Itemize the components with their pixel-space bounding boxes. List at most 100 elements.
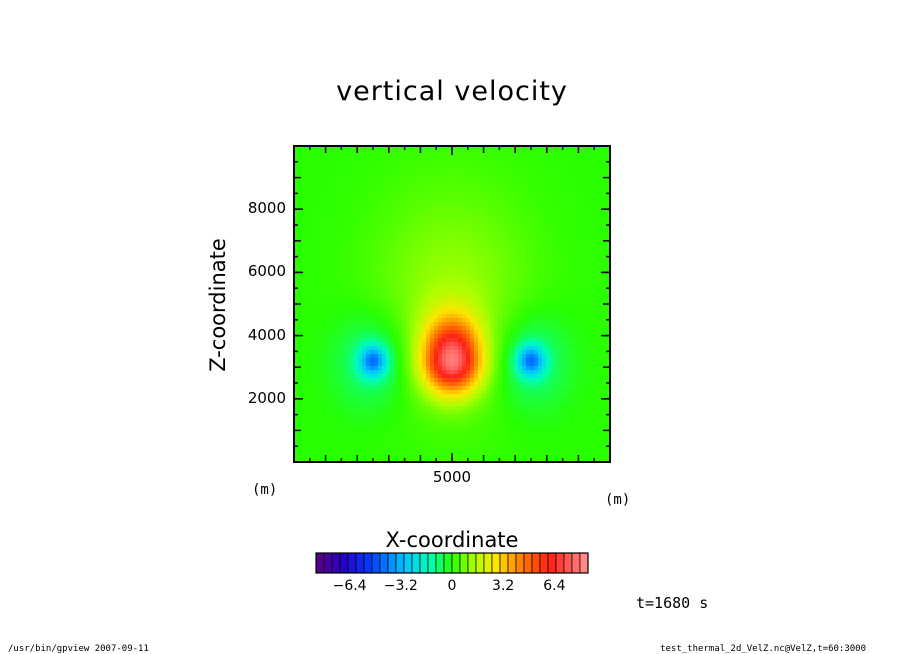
- field-cell: [350, 394, 355, 399]
- field-cell: [338, 202, 343, 207]
- field-cell: [414, 190, 419, 195]
- field-cell: [454, 426, 459, 431]
- field-cell: [326, 398, 331, 403]
- field-cell: [446, 278, 451, 283]
- field-cell: [326, 374, 331, 379]
- field-cell: [502, 186, 507, 191]
- field-cell: [322, 158, 327, 163]
- field-cell: [418, 234, 423, 239]
- field-cell: [362, 354, 367, 359]
- field-cell: [394, 414, 399, 419]
- field-cell: [474, 254, 479, 259]
- field-cell: [478, 302, 483, 307]
- field-cell: [298, 354, 303, 359]
- field-cell: [326, 226, 331, 231]
- field-cell: [470, 458, 475, 463]
- field-cell: [506, 254, 511, 259]
- field-cell: [454, 370, 459, 375]
- field-cell: [410, 418, 415, 423]
- field-cell: [406, 322, 411, 327]
- field-cell: [382, 166, 387, 171]
- field-cell: [418, 354, 423, 359]
- field-cell: [502, 458, 507, 463]
- field-cell: [458, 362, 463, 367]
- field-cell: [406, 430, 411, 435]
- field-cell: [490, 282, 495, 287]
- field-cell: [306, 186, 311, 191]
- field-cell: [446, 206, 451, 211]
- field-cell: [434, 382, 439, 387]
- field-cell: [434, 394, 439, 399]
- field-cell: [374, 310, 379, 315]
- field-cell: [294, 430, 299, 435]
- field-cell: [334, 310, 339, 315]
- field-cell: [458, 174, 463, 179]
- field-cell: [318, 354, 323, 359]
- field-cell: [438, 342, 443, 347]
- field-cell: [390, 410, 395, 415]
- field-cell: [354, 382, 359, 387]
- field-cell: [530, 330, 535, 335]
- field-cell: [538, 442, 543, 447]
- field-cell: [514, 314, 519, 319]
- field-cell: [414, 174, 419, 179]
- field-cell: [358, 198, 363, 203]
- field-cell: [322, 434, 327, 439]
- field-cell: [382, 190, 387, 195]
- field-cell: [386, 286, 391, 291]
- field-cell: [406, 294, 411, 299]
- field-cell: [386, 354, 391, 359]
- field-cell: [490, 370, 495, 375]
- field-cell: [430, 358, 435, 363]
- field-cell: [422, 406, 427, 411]
- field-cell: [338, 322, 343, 327]
- field-cell: [398, 166, 403, 171]
- field-cell: [490, 330, 495, 335]
- field-cell: [494, 418, 499, 423]
- field-cell: [446, 194, 451, 199]
- field-cell: [378, 358, 383, 363]
- field-cell: [510, 406, 515, 411]
- field-cell: [294, 182, 299, 187]
- field-cell: [414, 210, 419, 215]
- field-cell: [522, 390, 527, 395]
- field-cell: [526, 198, 531, 203]
- field-cell: [318, 382, 323, 387]
- field-cell: [294, 146, 299, 151]
- field-cell: [434, 166, 439, 171]
- field-cell: [302, 438, 307, 443]
- field-cell: [474, 186, 479, 191]
- field-cell: [378, 354, 383, 359]
- field-cell: [518, 286, 523, 291]
- field-cell: [402, 202, 407, 207]
- field-cell: [394, 218, 399, 223]
- field-cell: [466, 178, 471, 183]
- field-cell: [390, 254, 395, 259]
- field-cell: [302, 278, 307, 283]
- field-cell: [462, 394, 467, 399]
- field-cell: [430, 346, 435, 351]
- field-cell: [426, 402, 431, 407]
- field-cell: [458, 434, 463, 439]
- field-cell: [410, 382, 415, 387]
- field-cell: [418, 446, 423, 451]
- field-cell: [482, 306, 487, 311]
- field-cell: [382, 318, 387, 323]
- field-cell: [318, 198, 323, 203]
- field-cell: [450, 410, 455, 415]
- field-cell: [518, 258, 523, 263]
- field-cell: [330, 346, 335, 351]
- field-cell: [458, 194, 463, 199]
- field-cell: [450, 278, 455, 283]
- field-cell: [526, 174, 531, 179]
- field-cell: [362, 146, 367, 151]
- field-cell: [502, 390, 507, 395]
- field-cell: [446, 362, 451, 367]
- field-cell: [498, 406, 503, 411]
- field-cell: [378, 302, 383, 307]
- field-cell: [410, 430, 415, 435]
- field-cell: [342, 438, 347, 443]
- field-cell: [330, 434, 335, 439]
- field-cell: [466, 290, 471, 295]
- field-cell: [334, 366, 339, 371]
